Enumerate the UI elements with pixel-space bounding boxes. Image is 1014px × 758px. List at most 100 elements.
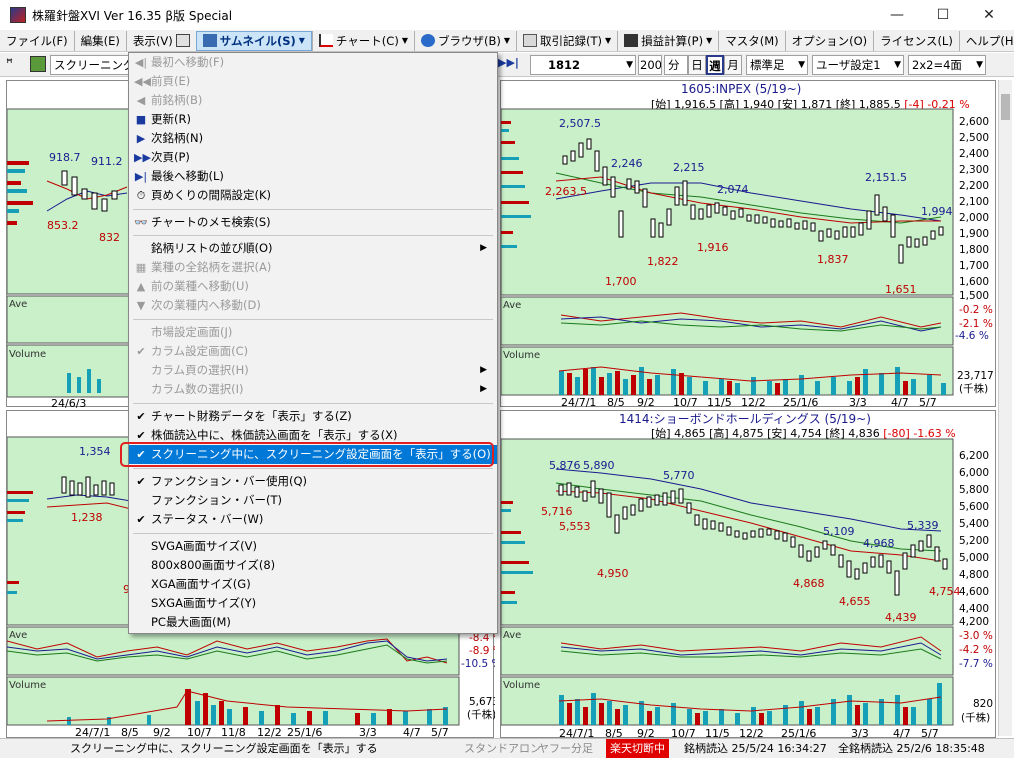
menu-edit[interactable]: 編集(E) bbox=[73, 30, 126, 51]
bl-date-1: 8/5 bbox=[121, 726, 139, 739]
minimize-button[interactable]: — bbox=[890, 7, 904, 23]
menu-show-loading-label: 株価読込中に、株価読込画面を「表示」する(X) bbox=[151, 428, 398, 442]
chart-pane-showbond[interactable]: 1414:ショーボンドホールディングス (5/19~) [始] 4,865 [高… bbox=[500, 410, 996, 739]
menu-use-function-bar[interactable]: ✔ ファンクション・バー使用(Q) bbox=[129, 472, 497, 491]
menu-prev-sector[interactable]: ▲ 前の業種へ移動(U) bbox=[129, 277, 497, 296]
menu-page-interval-label: 頁めくりの間隔設定(K) bbox=[151, 188, 272, 202]
menu-next-stock[interactable]: ▶ 次銘柄(N) bbox=[129, 129, 497, 148]
menu-function-bar[interactable]: ファンクション・バー(T) bbox=[129, 491, 497, 510]
showbond-y-8: 4,600 bbox=[959, 586, 989, 598]
bl-date-2: 9/2 bbox=[153, 726, 171, 739]
menu-master[interactable]: マスタ(M) bbox=[718, 30, 784, 51]
showbond-date-3: 10/7 bbox=[671, 727, 696, 739]
prev-page-icon: ◀◀ bbox=[134, 75, 151, 88]
next-stock-icon: ▶ bbox=[136, 132, 146, 145]
showbond-date-6: 25/1/6 bbox=[781, 727, 816, 739]
inpex-date-6: 25/1/6 bbox=[783, 396, 818, 408]
menu-800-size[interactable]: 800x800画面サイズ(8) bbox=[129, 556, 497, 575]
unit-select[interactable]: 分 bbox=[664, 55, 688, 75]
menu-select-sector[interactable]: ▦ 業種の全銘柄を選択(A) bbox=[129, 258, 497, 277]
layout-select[interactable]: 2x2=4面 ▼ bbox=[908, 55, 986, 75]
menu-profit-calc[interactable]: 損益計算(P) ▼ bbox=[617, 30, 718, 51]
menu-xga-size[interactable]: XGA画面サイズ(G) bbox=[129, 575, 497, 594]
chart-inpex: 2,507.5 2,246 2,263.5 2,215 2,074 2,151.… bbox=[501, 108, 994, 408]
menu-next-sector[interactable]: ▼ 次の業種内へ移動(D) bbox=[129, 296, 497, 315]
showbond-label-2: 5,716 bbox=[541, 505, 573, 518]
add-icon[interactable] bbox=[30, 56, 46, 72]
menu-show-financial[interactable]: ✔ チャート財務データを「表示」する(Z) bbox=[129, 407, 497, 426]
tl-vol-label: Volume bbox=[9, 349, 46, 360]
menu-license[interactable]: ライセンス(L) bbox=[873, 30, 959, 51]
menu-options[interactable]: オプション(O) bbox=[784, 30, 874, 51]
menu-refresh[interactable]: ■ 更新(R) bbox=[129, 110, 497, 129]
showbond-label-3: 5,553 bbox=[559, 520, 591, 533]
menu-prev-page-label: 前頁(E) bbox=[151, 74, 191, 88]
menu-chart[interactable]: チャート(C) ▼ bbox=[311, 30, 414, 51]
menu-browser[interactable]: ブラウザ(B) ▼ bbox=[413, 30, 516, 51]
list-select[interactable]: スクリーニング市場 bbox=[50, 55, 130, 75]
menu-svga-size[interactable]: SVGA画面サイズ(V) bbox=[129, 537, 497, 556]
status-standalone: スタンドアロン bbox=[464, 742, 541, 755]
menu-sort-order[interactable]: 銘柄リストの並び順(O) ▶ bbox=[129, 239, 497, 258]
period-count-select[interactable]: 200 bbox=[638, 55, 662, 75]
menu-next-page[interactable]: ▶▶ 次頁(P) bbox=[129, 148, 497, 167]
list-select-value: スクリーニング市場 bbox=[54, 58, 129, 72]
chart-style-value: 標準足 bbox=[750, 58, 785, 72]
app-icon bbox=[10, 7, 26, 23]
menu-file[interactable]: ファイル(F) bbox=[6, 33, 68, 48]
close-button[interactable]: ✕ bbox=[983, 7, 995, 23]
menu-show-screening[interactable]: ✔ スクリーニング中に、スクリーニング設定画面を「表示」する(O) bbox=[129, 445, 497, 464]
vertical-scrollbar[interactable] bbox=[998, 80, 1012, 736]
last-icon: ▶| bbox=[134, 170, 148, 183]
check-icon: ✔ bbox=[136, 345, 146, 358]
menu-column-setting[interactable]: ✔ カラム設定画面(C) bbox=[129, 342, 497, 361]
menu-memo-search[interactable]: 👓 チャートのメモ検索(S) bbox=[129, 213, 497, 232]
menu-status-bar[interactable]: ✔ ステータス・バー(W) bbox=[129, 510, 497, 529]
day-button[interactable]: 日 bbox=[688, 55, 706, 75]
status-rakuten: 楽天切断中 bbox=[606, 739, 669, 758]
pin-icon[interactable]: ꟸ bbox=[6, 56, 13, 70]
menu-profit-calc-label: 損益計算(P) bbox=[641, 33, 704, 48]
menu-first[interactable]: ◀| 最初へ移動(F) bbox=[129, 53, 497, 72]
menu-thumbnail[interactable]: サムネイル(S) ▼ bbox=[195, 30, 312, 51]
user-setting-select[interactable]: ユーザ設定1 ▼ bbox=[812, 55, 904, 75]
scrollbar-thumb[interactable] bbox=[1001, 94, 1010, 120]
menu-page-interval[interactable]: ⏱ 頁めくりの間隔設定(K) bbox=[129, 186, 497, 205]
status-message: スクリーニング中に、スクリーニング設定画面を「表示」する bbox=[70, 742, 378, 755]
down-icon: ▼ bbox=[136, 299, 146, 312]
chart-style-select[interactable]: 標準足 ▼ bbox=[746, 55, 808, 75]
bl-date-3: 10/7 bbox=[187, 726, 212, 739]
menu-separator bbox=[133, 468, 493, 469]
menu-last[interactable]: ▶| 最後へ移動(L) bbox=[129, 167, 497, 186]
next-page-icon: ▶▶ bbox=[134, 151, 151, 164]
menu-prev-stock[interactable]: ◀ 前銘柄(B) bbox=[129, 91, 497, 110]
menu-trade-record[interactable]: 取引記録(T) ▼ bbox=[516, 30, 617, 51]
maximize-button[interactable]: ☐ bbox=[936, 7, 950, 23]
inpex-date-9: 5/7 bbox=[919, 396, 937, 408]
showbond-date-4: 11/5 bbox=[705, 727, 730, 739]
week-button[interactable]: 週 bbox=[706, 55, 724, 75]
check-icon: ✔ bbox=[136, 448, 146, 461]
menu-view[interactable]: 表示(V) bbox=[125, 30, 196, 51]
menu-column-page[interactable]: カラム頁の選択(H) ▶ bbox=[129, 361, 497, 380]
code-select[interactable]: 1812 ▼ bbox=[530, 55, 636, 75]
showbond-ave-1: -4.2 % bbox=[959, 644, 993, 656]
menu-show-loading[interactable]: ✔ 株価読込中に、株価読込画面を「表示」する(X) bbox=[129, 426, 497, 445]
menu-pc-max[interactable]: PC最大画面(M) bbox=[129, 613, 497, 632]
menu-column-count[interactable]: カラム数の選択(I) ▶ bbox=[129, 380, 497, 399]
menu-market-setting[interactable]: 市場設定画面(J) bbox=[129, 323, 497, 342]
inpex-vol-label: Volume bbox=[503, 350, 540, 361]
chart-pane-inpex[interactable]: 1605:INPEX (5/19~) [始] 1,916.5 [高] 1,940… bbox=[500, 80, 996, 408]
bl-label-0: 1,354 bbox=[79, 445, 111, 458]
showbond-vol-unit: (千株) bbox=[961, 711, 990, 724]
menu-sxga-size[interactable]: SXGA画面サイズ(Y) bbox=[129, 594, 497, 613]
last-nav-icon[interactable]: ▶▶| bbox=[498, 56, 519, 69]
menu-prev-stock-label: 前銘柄(B) bbox=[151, 93, 203, 107]
menu-help[interactable]: ヘルプ(H) bbox=[958, 30, 1014, 51]
inpex-date-3: 10/7 bbox=[673, 396, 698, 408]
month-button[interactable]: 月 bbox=[724, 55, 742, 75]
check-icon: ✔ bbox=[136, 475, 146, 488]
menu-status-bar-label: ステータス・バー(W) bbox=[151, 512, 264, 526]
menu-prev-page[interactable]: ◀◀ 前頁(E) bbox=[129, 72, 497, 91]
submenu-arrow-icon: ▶ bbox=[480, 384, 487, 394]
